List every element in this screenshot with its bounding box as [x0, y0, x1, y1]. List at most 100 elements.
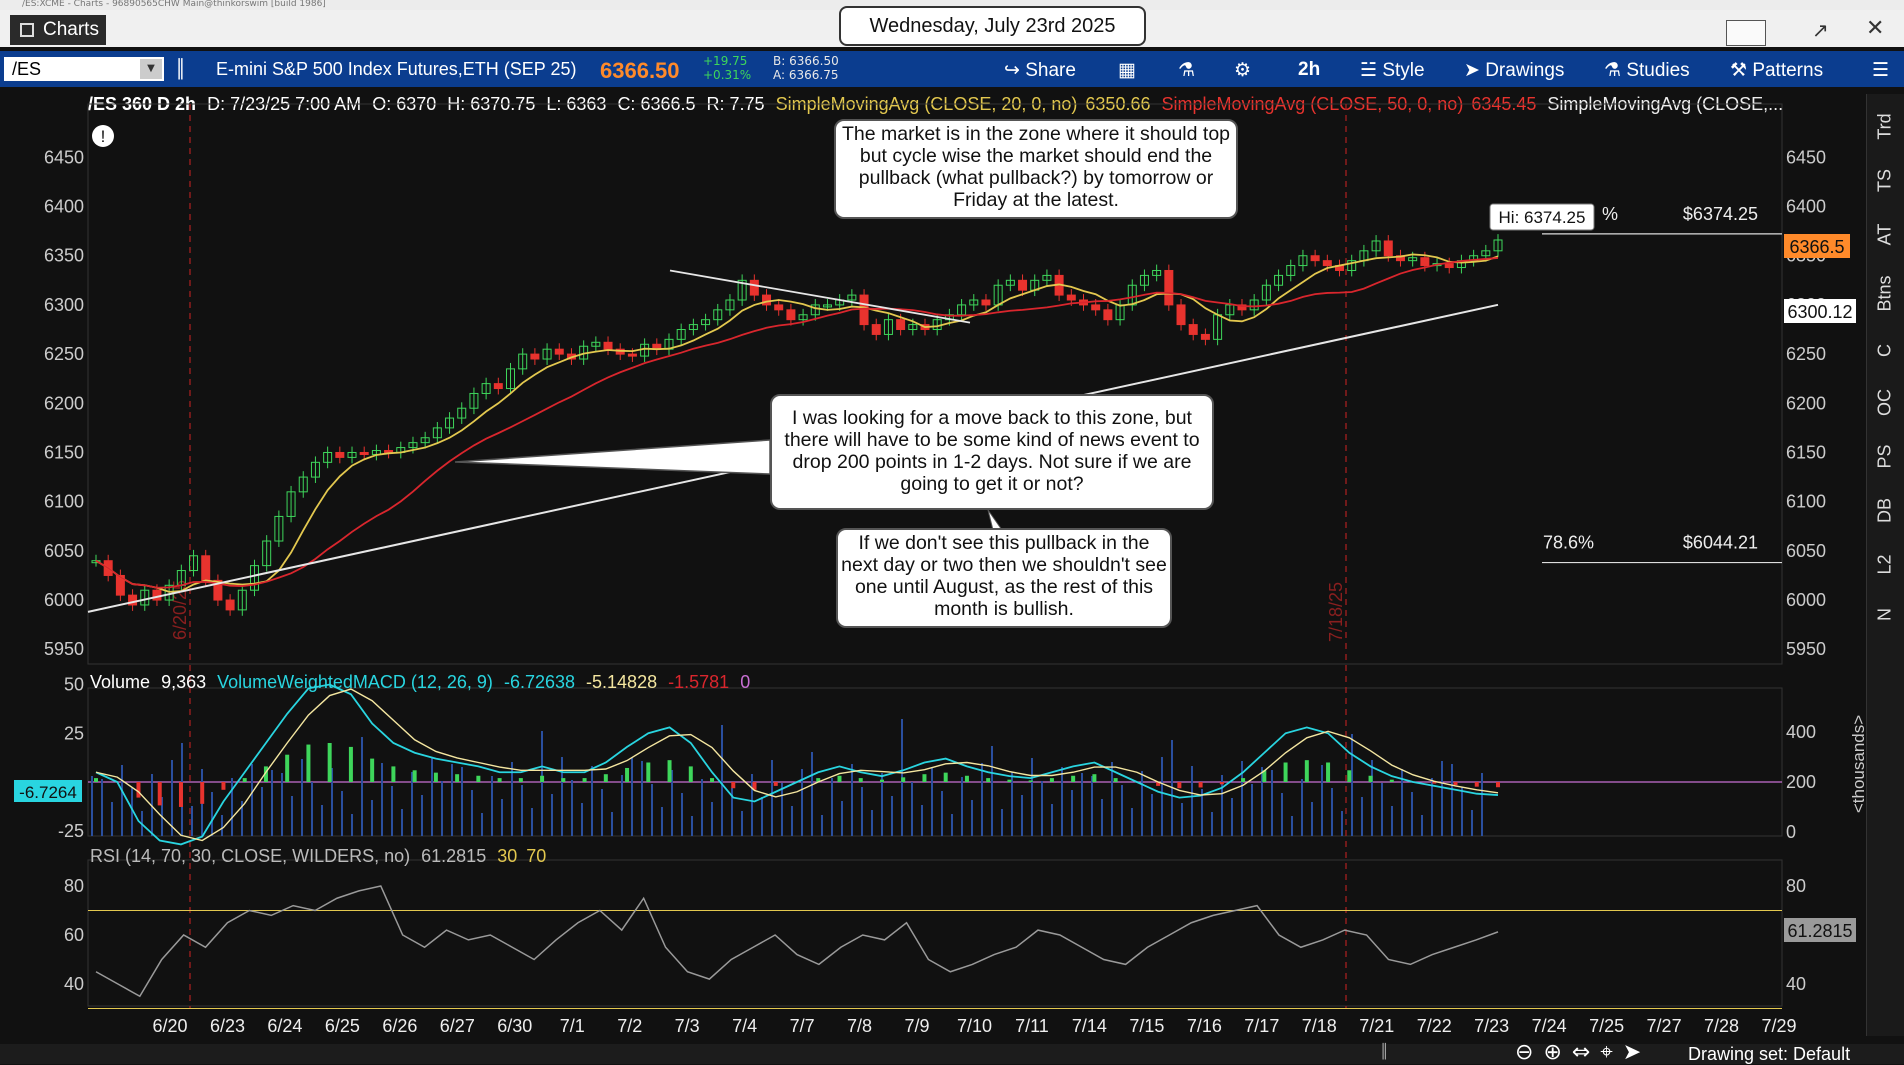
- callout-pointer: [454, 439, 771, 475]
- candle-body: [152, 589, 162, 601]
- price-tick-label: 6100: [44, 492, 84, 512]
- candle-body: [274, 515, 284, 542]
- flask-button[interactable]: ⚗: [1178, 59, 1195, 82]
- sidebar-tab-trd[interactable]: Trd: [1874, 113, 1895, 140]
- timeframe-button[interactable]: 2h: [1298, 59, 1321, 80]
- gear-icon: ⚙: [1234, 60, 1252, 81]
- color-box-button[interactable]: [1726, 20, 1766, 46]
- net-change-value: +19.75: [703, 54, 748, 68]
- candle-body: [603, 341, 613, 350]
- last-price: 6366.50: [600, 58, 680, 83]
- zoom-controls[interactable]: ⊖⊕⇔⌖➤: [1515, 1040, 1651, 1065]
- price-tick-label: 6300: [44, 295, 84, 315]
- sidebar-tab-l2[interactable]: L2: [1874, 554, 1895, 575]
- sidebar-tab-db[interactable]: DB: [1874, 498, 1895, 524]
- sidebar-tab-ts[interactable]: TS: [1874, 169, 1895, 193]
- rsi-tick-label-right: 40: [1786, 974, 1806, 994]
- candle-body: [408, 442, 418, 449]
- annotation-bottom: If we don't see this pullback in the nex…: [836, 528, 1172, 628]
- symbol-description: E-mini S&P 500 Index Futures,ETH (SEP 25…: [216, 59, 577, 79]
- candle-body: [1200, 333, 1210, 340]
- sidebar-tab-at[interactable]: AT: [1874, 223, 1895, 246]
- macd-histogram-bar: [731, 782, 736, 789]
- date-tick-label: 7/17: [1244, 1016, 1279, 1036]
- macd-histogram-bar: [858, 778, 863, 782]
- symbol-input[interactable]: /ES: [4, 57, 164, 81]
- macd-tick-label: -25: [58, 821, 84, 841]
- candle-body: [1176, 304, 1186, 326]
- macd-histogram-bar: [412, 770, 417, 782]
- price-tick-label: 5950: [44, 639, 84, 659]
- candle-body: [883, 319, 893, 335]
- studies-button[interactable]: ⚗ Studies: [1604, 59, 1690, 82]
- last-price-tag-label: 6366.5: [1789, 237, 1844, 257]
- crosshair-icon[interactable]: ⌖: [1600, 1040, 1623, 1065]
- drawings-button[interactable]: ➤ Drawings: [1464, 59, 1564, 82]
- rsi-pane-title: RSI (14, 70, 30, CLOSE, WILDERS, no) 61.…: [90, 846, 546, 867]
- fit-icon[interactable]: ⇔: [1571, 1040, 1601, 1065]
- date-tick-label: 7/10: [957, 1016, 992, 1036]
- pointer-icon[interactable]: ➤: [1622, 1040, 1652, 1065]
- candle-body: [542, 348, 552, 360]
- chevron-down-icon[interactable]: ▼: [140, 59, 162, 79]
- chart-toolbar: [0, 51, 1904, 87]
- macd-histogram-bar: [285, 754, 290, 782]
- close-panel-icon[interactable]: ✕: [1866, 16, 1885, 41]
- rsi-tick-label: 60: [64, 925, 84, 945]
- candle-body: [969, 299, 979, 306]
- macd-histogram-bar: [922, 774, 927, 782]
- scroll-handle[interactable]: ║: [1380, 1044, 1389, 1060]
- candle-body: [701, 319, 711, 326]
- macd-tick-label: 25: [64, 723, 84, 743]
- price-tick-label: 6150: [44, 442, 84, 462]
- link-icon[interactable]: ║: [175, 59, 186, 80]
- macd-histogram-bar: [1326, 762, 1331, 782]
- candle-body: [896, 319, 906, 331]
- alert-icon: [92, 125, 114, 147]
- date-tick-label: 7/1: [560, 1016, 585, 1036]
- studies-label: Studies: [1626, 60, 1690, 81]
- sidebar-tab-btns[interactable]: Btns: [1874, 275, 1895, 312]
- macd-histogram-bar: [688, 766, 693, 782]
- candle-body: [310, 461, 320, 478]
- volume-unit-label: <thousands>: [1849, 715, 1868, 813]
- macd-histogram-bar: [1368, 775, 1373, 782]
- settings-button[interactable]: ⚙: [1234, 59, 1251, 82]
- sidebar-tab-c[interactable]: C: [1874, 344, 1895, 357]
- date-tick-label: 7/9: [905, 1016, 930, 1036]
- macd-histogram-bar: [1262, 770, 1267, 782]
- macd-histogram-bar: [710, 778, 715, 782]
- zoom-out-icon[interactable]: ⊖: [1515, 1040, 1544, 1065]
- patterns-button[interactable]: ⚒ Patterns: [1730, 59, 1823, 82]
- candle-body: [432, 427, 442, 439]
- macd-histogram-bar: [1007, 779, 1012, 782]
- sidebar-tab-ps[interactable]: PS: [1874, 444, 1895, 469]
- sma200-tag-label: 6300.12: [1787, 302, 1852, 322]
- macd-histogram-bar: [1283, 762, 1288, 782]
- sma200-tag: [1784, 299, 1856, 323]
- candle-body: [140, 589, 150, 606]
- annotation-middle: I was looking for a move back to this zo…: [770, 394, 1214, 510]
- sidebar-tab-n[interactable]: N: [1874, 608, 1895, 621]
- studies-flask-icon: ⚗: [1604, 60, 1627, 81]
- drawing-set-label[interactable]: Drawing set: Default: [1688, 1044, 1851, 1064]
- date-label: Wednesday, July 23rd 2025: [839, 6, 1146, 46]
- candle-body: [1286, 265, 1296, 276]
- style-button[interactable]: ☱ Style: [1360, 59, 1425, 82]
- grid-icon: ▦: [1118, 60, 1136, 81]
- price-tick-label: 6450: [44, 147, 84, 167]
- sidebar-tab-oc[interactable]: OC: [1874, 389, 1895, 416]
- candle-body: [359, 451, 369, 455]
- net-change: +19.75 +0.31%: [703, 54, 751, 82]
- pin-icon[interactable]: ↗: [1812, 18, 1829, 42]
- tab-charts[interactable]: Charts: [10, 15, 106, 45]
- macd-histogram-bar: [497, 778, 502, 782]
- macd-value: -6.72638: [503, 672, 576, 692]
- macd-histogram-bar: [625, 767, 630, 782]
- zoom-in-icon[interactable]: ⊕: [1543, 1040, 1572, 1065]
- candle-body: [469, 392, 479, 409]
- share-button[interactable]: ↪ Share: [1004, 59, 1076, 82]
- menu-icon[interactable]: ☰: [1872, 60, 1890, 81]
- flexible-grid-button[interactable]: ▦: [1118, 59, 1136, 82]
